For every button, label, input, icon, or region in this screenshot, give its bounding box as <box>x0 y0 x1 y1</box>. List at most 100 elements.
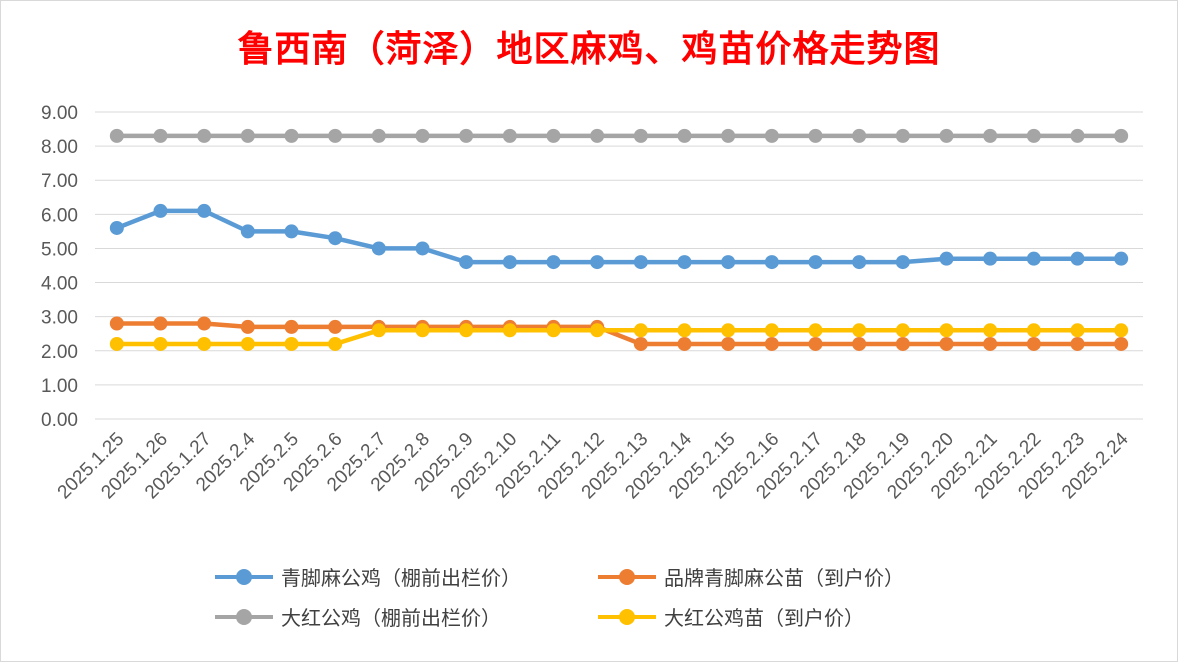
data-point <box>459 255 474 270</box>
data-point <box>590 255 605 270</box>
legend-label: 品牌青脚麻公苗（到户价） <box>664 566 904 590</box>
legend-line-marker <box>598 607 656 627</box>
data-point <box>371 241 386 256</box>
y-tick-label: 6.00 <box>41 205 78 226</box>
data-point <box>502 323 517 338</box>
data-point <box>633 255 648 270</box>
legend-item-brand-chick: 品牌青脚麻公苗（到户价） <box>598 562 904 591</box>
data-point <box>284 128 299 143</box>
data-point <box>590 323 605 338</box>
data-point <box>109 128 124 143</box>
data-point <box>197 316 212 331</box>
legend-dot <box>619 568 635 585</box>
data-point <box>546 255 561 270</box>
data-point <box>197 336 212 351</box>
y-tick-label: 7.00 <box>41 171 78 192</box>
legend-dot <box>619 608 635 625</box>
legend-dot <box>236 568 252 585</box>
data-point <box>895 336 910 351</box>
data-point <box>153 203 168 218</box>
data-point <box>721 336 736 351</box>
data-point <box>1026 251 1041 266</box>
data-point <box>1114 323 1129 338</box>
data-point <box>808 336 823 351</box>
y-tick-label: 2.00 <box>41 342 78 363</box>
data-point <box>764 128 779 143</box>
data-point <box>939 336 954 351</box>
y-tick-label: 8.00 <box>41 137 78 158</box>
y-tick-label: 1.00 <box>41 376 78 397</box>
data-point <box>983 336 998 351</box>
data-point <box>109 316 124 331</box>
data-point <box>633 323 648 338</box>
legend-line-marker <box>598 567 656 587</box>
data-point <box>328 336 343 351</box>
data-point <box>1026 323 1041 338</box>
data-point <box>284 319 299 334</box>
data-point <box>764 336 779 351</box>
series-line <box>116 321 1122 347</box>
data-point <box>721 255 736 270</box>
y-tick-label: 0.00 <box>41 410 78 431</box>
data-point <box>808 323 823 338</box>
legend-item-red-chick: 大红公鸡苗（到户价） <box>598 602 864 631</box>
data-point <box>153 336 168 351</box>
y-tick-label: 4.00 <box>41 274 78 295</box>
data-point <box>677 323 692 338</box>
data-point <box>153 316 168 331</box>
data-point <box>459 128 474 143</box>
data-point <box>808 255 823 270</box>
data-point <box>983 323 998 338</box>
legend-label: 大红公鸡（棚前出栏价） <box>281 606 501 630</box>
data-point <box>1070 128 1085 143</box>
data-point <box>1114 128 1129 143</box>
data-point <box>459 323 474 338</box>
data-point <box>852 128 867 143</box>
y-axis-ticks: 0.00 1.00 2.00 3.00 4.00 5.00 6.00 7.00 8.00 9.00 <box>41 103 78 431</box>
data-point <box>939 251 954 266</box>
x-axis-ticks: 2025.1.252025.1.262025.1.272025.2.42025.… <box>54 428 1133 503</box>
series-line <box>116 328 1122 347</box>
data-point <box>284 336 299 351</box>
data-point <box>1070 251 1085 266</box>
data-point <box>895 255 910 270</box>
data-point <box>721 128 736 143</box>
data-point <box>633 128 648 143</box>
data-point <box>895 128 910 143</box>
data-point <box>415 128 430 143</box>
data-point <box>502 128 517 143</box>
legend-item-qingjiao-rooster: 青脚麻公鸡（棚前出栏价） <box>215 562 521 591</box>
data-point <box>328 319 343 334</box>
data-point <box>1114 336 1129 351</box>
data-point <box>153 128 168 143</box>
data-point <box>1026 128 1041 143</box>
data-point <box>852 255 867 270</box>
data-point <box>109 336 124 351</box>
legend-line-marker <box>215 567 273 587</box>
data-point <box>677 336 692 351</box>
data-point <box>939 128 954 143</box>
data-point <box>764 255 779 270</box>
data-point <box>415 323 430 338</box>
data-point <box>371 128 386 143</box>
data-point <box>328 128 343 143</box>
legend-label: 青脚麻公鸡（棚前出栏价） <box>281 566 521 590</box>
data-point <box>983 251 998 266</box>
chart-title: 鲁西南（菏泽）地区麻鸡、鸡苗价格走势图 <box>237 28 941 70</box>
data-point <box>502 255 517 270</box>
legend-dot <box>236 608 252 625</box>
y-tick-label: 3.00 <box>41 308 78 329</box>
data-point <box>371 323 386 338</box>
data-point <box>764 323 779 338</box>
data-point <box>284 224 299 239</box>
data-point <box>1026 336 1041 351</box>
gridlines <box>95 111 1143 420</box>
data-point <box>109 220 124 235</box>
series-points <box>109 128 1129 351</box>
data-point <box>721 323 736 338</box>
data-point <box>895 323 910 338</box>
data-point <box>1070 336 1085 351</box>
data-point <box>546 323 561 338</box>
data-point <box>1114 251 1129 266</box>
